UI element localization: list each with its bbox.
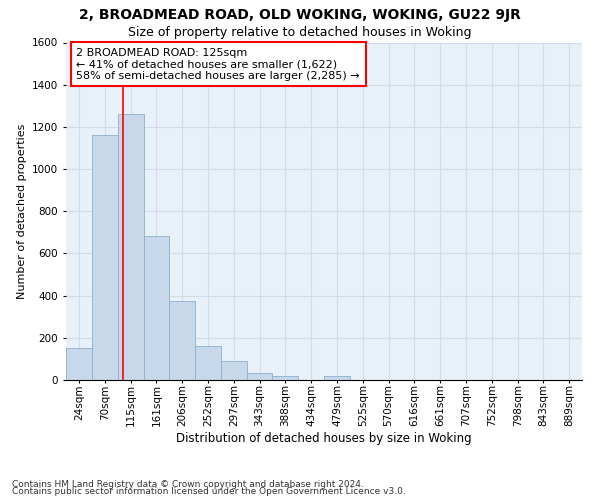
Bar [195, 346, 221, 380]
Bar [92, 136, 118, 380]
Text: 2 BROADMEAD ROAD: 125sqm
← 41% of detached houses are smaller (1,622)
58% of sem: 2 BROADMEAD ROAD: 125sqm ← 41% of detach… [76, 48, 360, 81]
X-axis label: Distribution of detached houses by size in Woking: Distribution of detached houses by size … [176, 432, 472, 445]
Y-axis label: Number of detached properties: Number of detached properties [17, 124, 26, 299]
Bar [221, 361, 247, 380]
Bar [272, 376, 298, 380]
Text: Contains HM Land Registry data © Crown copyright and database right 2024.: Contains HM Land Registry data © Crown c… [12, 480, 364, 489]
Bar [247, 372, 272, 380]
Bar [324, 376, 350, 380]
Text: Contains public sector information licensed under the Open Government Licence v3: Contains public sector information licen… [12, 487, 406, 496]
Bar [143, 236, 169, 380]
Bar [118, 114, 143, 380]
Bar [169, 301, 195, 380]
Text: 2, BROADMEAD ROAD, OLD WOKING, WOKING, GU22 9JR: 2, BROADMEAD ROAD, OLD WOKING, WOKING, G… [79, 8, 521, 22]
Text: Size of property relative to detached houses in Woking: Size of property relative to detached ho… [128, 26, 472, 39]
Bar [66, 348, 92, 380]
